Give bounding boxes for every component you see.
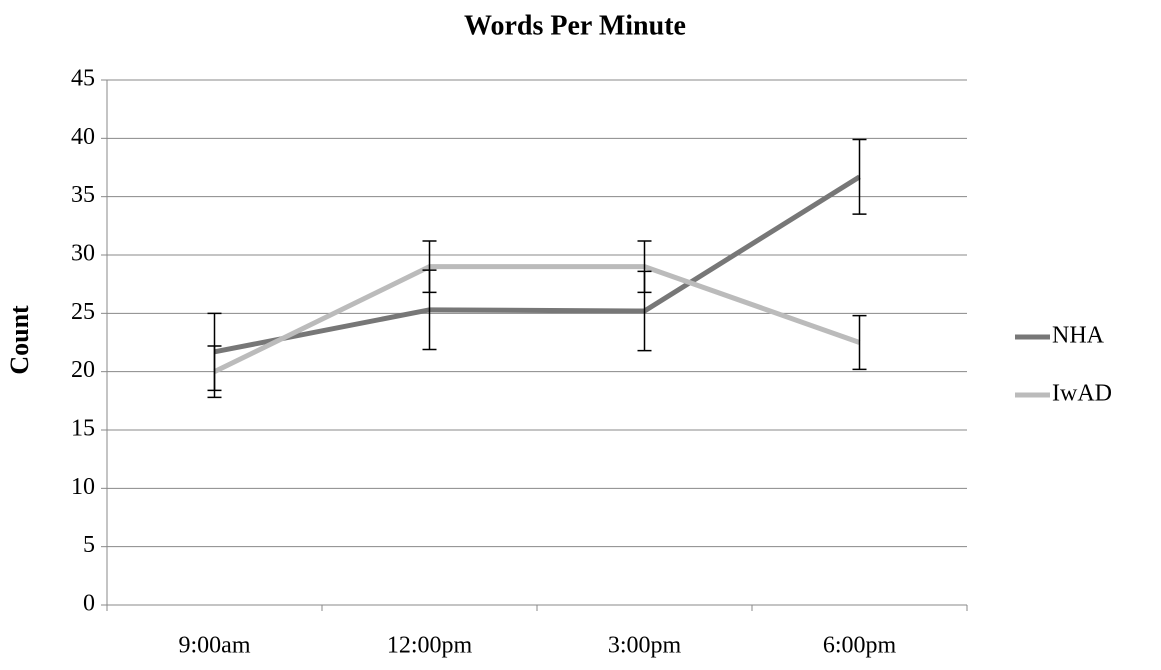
y-tick-label: 5 xyxy=(83,532,95,558)
y-tick-label: 35 xyxy=(71,182,95,208)
error-bar xyxy=(637,240,652,294)
y-axis-label: Count xyxy=(5,305,34,375)
error-bar xyxy=(422,240,437,294)
x-tick-label: 6:00pm xyxy=(823,633,897,659)
legend-label: NHA xyxy=(1052,323,1105,349)
y-tick-label: 15 xyxy=(71,416,95,442)
error-bar xyxy=(852,314,867,371)
error-bar xyxy=(852,138,867,215)
y-tick-label: 10 xyxy=(71,474,95,500)
series-line xyxy=(214,174,861,355)
x-tick-label: 12:00pm xyxy=(387,633,473,659)
error-bar xyxy=(207,345,222,399)
y-tick-label: 45 xyxy=(71,66,95,92)
y-tick-label: 30 xyxy=(71,241,95,267)
y-tick-label: 0 xyxy=(83,591,95,617)
y-tick-label: 40 xyxy=(71,124,95,150)
series-line xyxy=(213,264,861,374)
y-tick-label: 25 xyxy=(71,299,95,325)
x-tick-label: 9:00am xyxy=(179,633,251,659)
chart-title: Words Per Minute xyxy=(464,10,686,41)
y-tick-label: 20 xyxy=(71,357,95,383)
x-tick-label: 3:00pm xyxy=(608,633,682,659)
legend-label: IwAD xyxy=(1052,381,1112,407)
